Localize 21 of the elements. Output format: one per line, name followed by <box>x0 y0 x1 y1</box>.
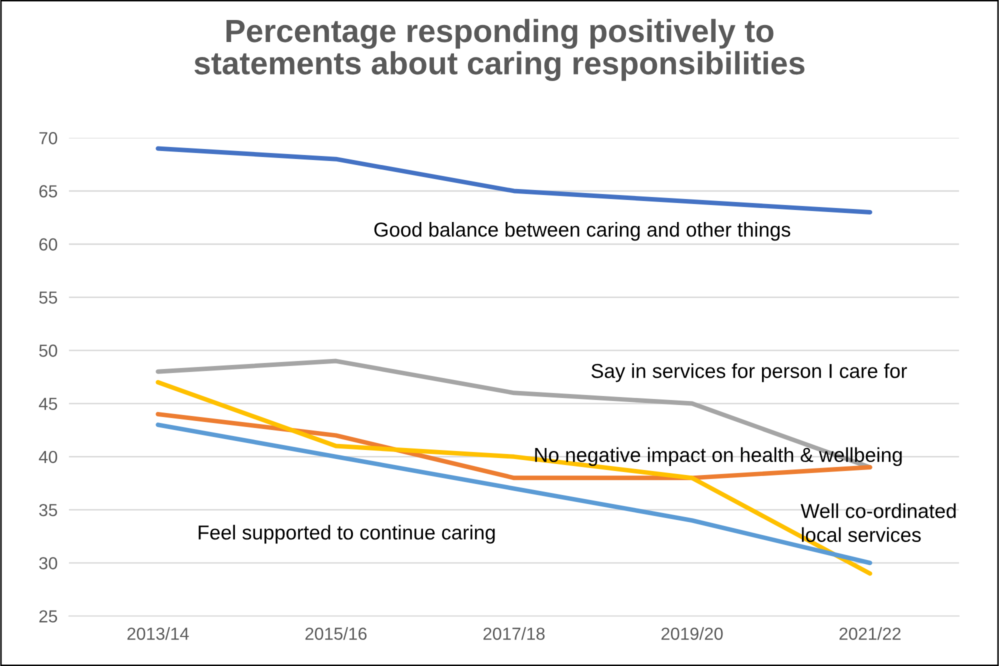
y-tick-label: 35 <box>39 504 58 516</box>
y-tick-label: 30 <box>39 557 58 570</box>
chart-title: Percentage responding positively to statements about caring responsibilities <box>194 18 804 82</box>
y-tick-label: 70 <box>39 132 58 144</box>
y-tick-label: 55 <box>39 292 58 304</box>
y-tick-label: 50 <box>39 344 58 357</box>
series-label: Well co-ordinated local services <box>800 503 956 542</box>
x-tick-label: 2013/14 <box>127 627 189 640</box>
series-label: Feel supported to continue caring <box>198 524 495 544</box>
y-tick-label: 65 <box>39 185 58 198</box>
line-series <box>156 146 872 214</box>
y-tick-label: 40 <box>38 450 58 464</box>
y-tick-label: 60 <box>39 238 58 251</box>
x-tick-label: 2015/16 <box>305 627 367 640</box>
series-label: Say in services for person I care for <box>591 363 907 382</box>
x-tick-label: 2019/20 <box>662 627 723 640</box>
y-tick-label: 45 <box>38 398 58 410</box>
series-label: Good balance between caring and other things <box>374 222 790 241</box>
x-tick-label: 2017/18 <box>483 627 545 640</box>
x-tick-label: 2021/22 <box>840 627 901 640</box>
y-tick-label: 25 <box>39 610 58 623</box>
